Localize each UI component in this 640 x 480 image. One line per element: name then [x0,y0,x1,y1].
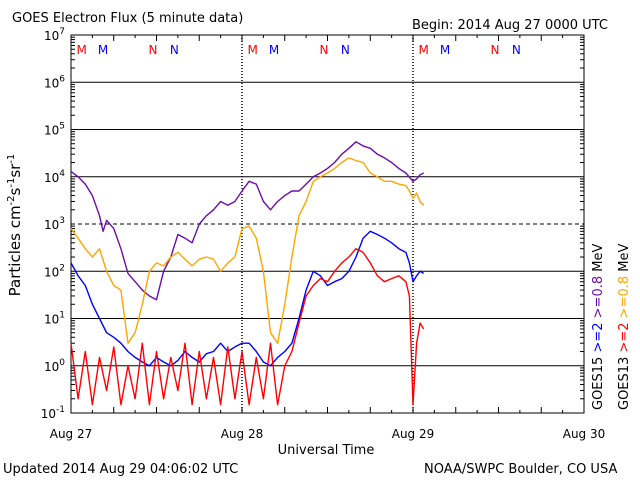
x-axis-title: Universal Time [278,443,375,458]
marker-label: M [77,43,87,57]
grid-layer [71,35,584,413]
y-axis-title-mid1: s [6,187,24,195]
legend-entry: >=2 [617,322,632,356]
updated-time: Updated 2014 Aug 29 04:06:02 UTC [3,462,238,477]
begin-time: Begin: 2014 Aug 27 0000 UTC [412,18,608,33]
y-axis-title-sup3: -1 [6,154,17,164]
legend-entry: >=2 [591,322,606,356]
marker-label: N [319,43,328,57]
marker-label: N [170,43,179,57]
y-tick-label: 10-1 [41,405,65,421]
x-tick-label: Aug 30 [563,427,606,441]
marker-label: M [248,43,258,57]
marker-label: M [419,43,429,57]
y-tick-label: 101 [44,311,65,327]
x-tick-label: Aug 27 [50,427,93,441]
legend-column: GOES15 >=2 >=0.8 MeV [591,244,606,410]
marker-label: N [512,43,521,57]
legend-column: GOES13 >=2 >=0.8 MeV [617,244,632,410]
chart-title: GOES Electron Flux (5 minute data) [12,11,243,26]
y-tick-label: 102 [44,263,65,279]
marker-label: N [490,43,499,57]
legend-entry: >=0.8 [617,276,632,323]
legend-entry: MeV [591,244,606,276]
legend-entry: GOES15 [591,357,606,410]
y-tick-label: 106 [44,74,65,90]
y-axis-title-sup1: -2 [6,195,17,205]
series-line-2 [70,230,425,367]
marker-label: M [98,43,108,57]
legend-entry: MeV [617,244,632,276]
marker-label: M [269,43,279,57]
y-tick-labels: 10-1 100 101 102 103 104 105 106 107 [41,27,66,421]
marker-label: N [148,43,157,57]
y-tick-label: 105 [44,122,65,138]
y-axis-title-base: Particles cm [6,205,24,296]
y-tick-label: 103 [44,216,65,232]
series-line-3 [70,248,425,406]
x-tick-label: Aug 28 [221,427,264,441]
series-line-0 [70,141,425,301]
y-tick-label: 100 [44,358,65,374]
y-axis-title-mid2: sr [6,163,24,178]
credit-text: NOAA/SWPC Boulder, CO USA [424,462,617,477]
y-tick-label: 107 [44,27,65,43]
x-tick-label: Aug 29 [392,427,435,441]
y-tick-label: 104 [44,169,65,185]
legend-entry: GOES13 [617,357,632,410]
series-layer [70,141,425,406]
x-tick-labels: Aug 27 Aug 28 Aug 29 Aug 30 [50,427,606,441]
y-axis-title: Particles cm-2s-1sr-1 [6,154,24,297]
series-line-1 [70,157,425,344]
y-axis-title-sup2: -1 [6,178,17,188]
marker-label: M [440,43,450,57]
legend-entry: >=0.8 [591,276,606,323]
marker-label: N [341,43,350,57]
